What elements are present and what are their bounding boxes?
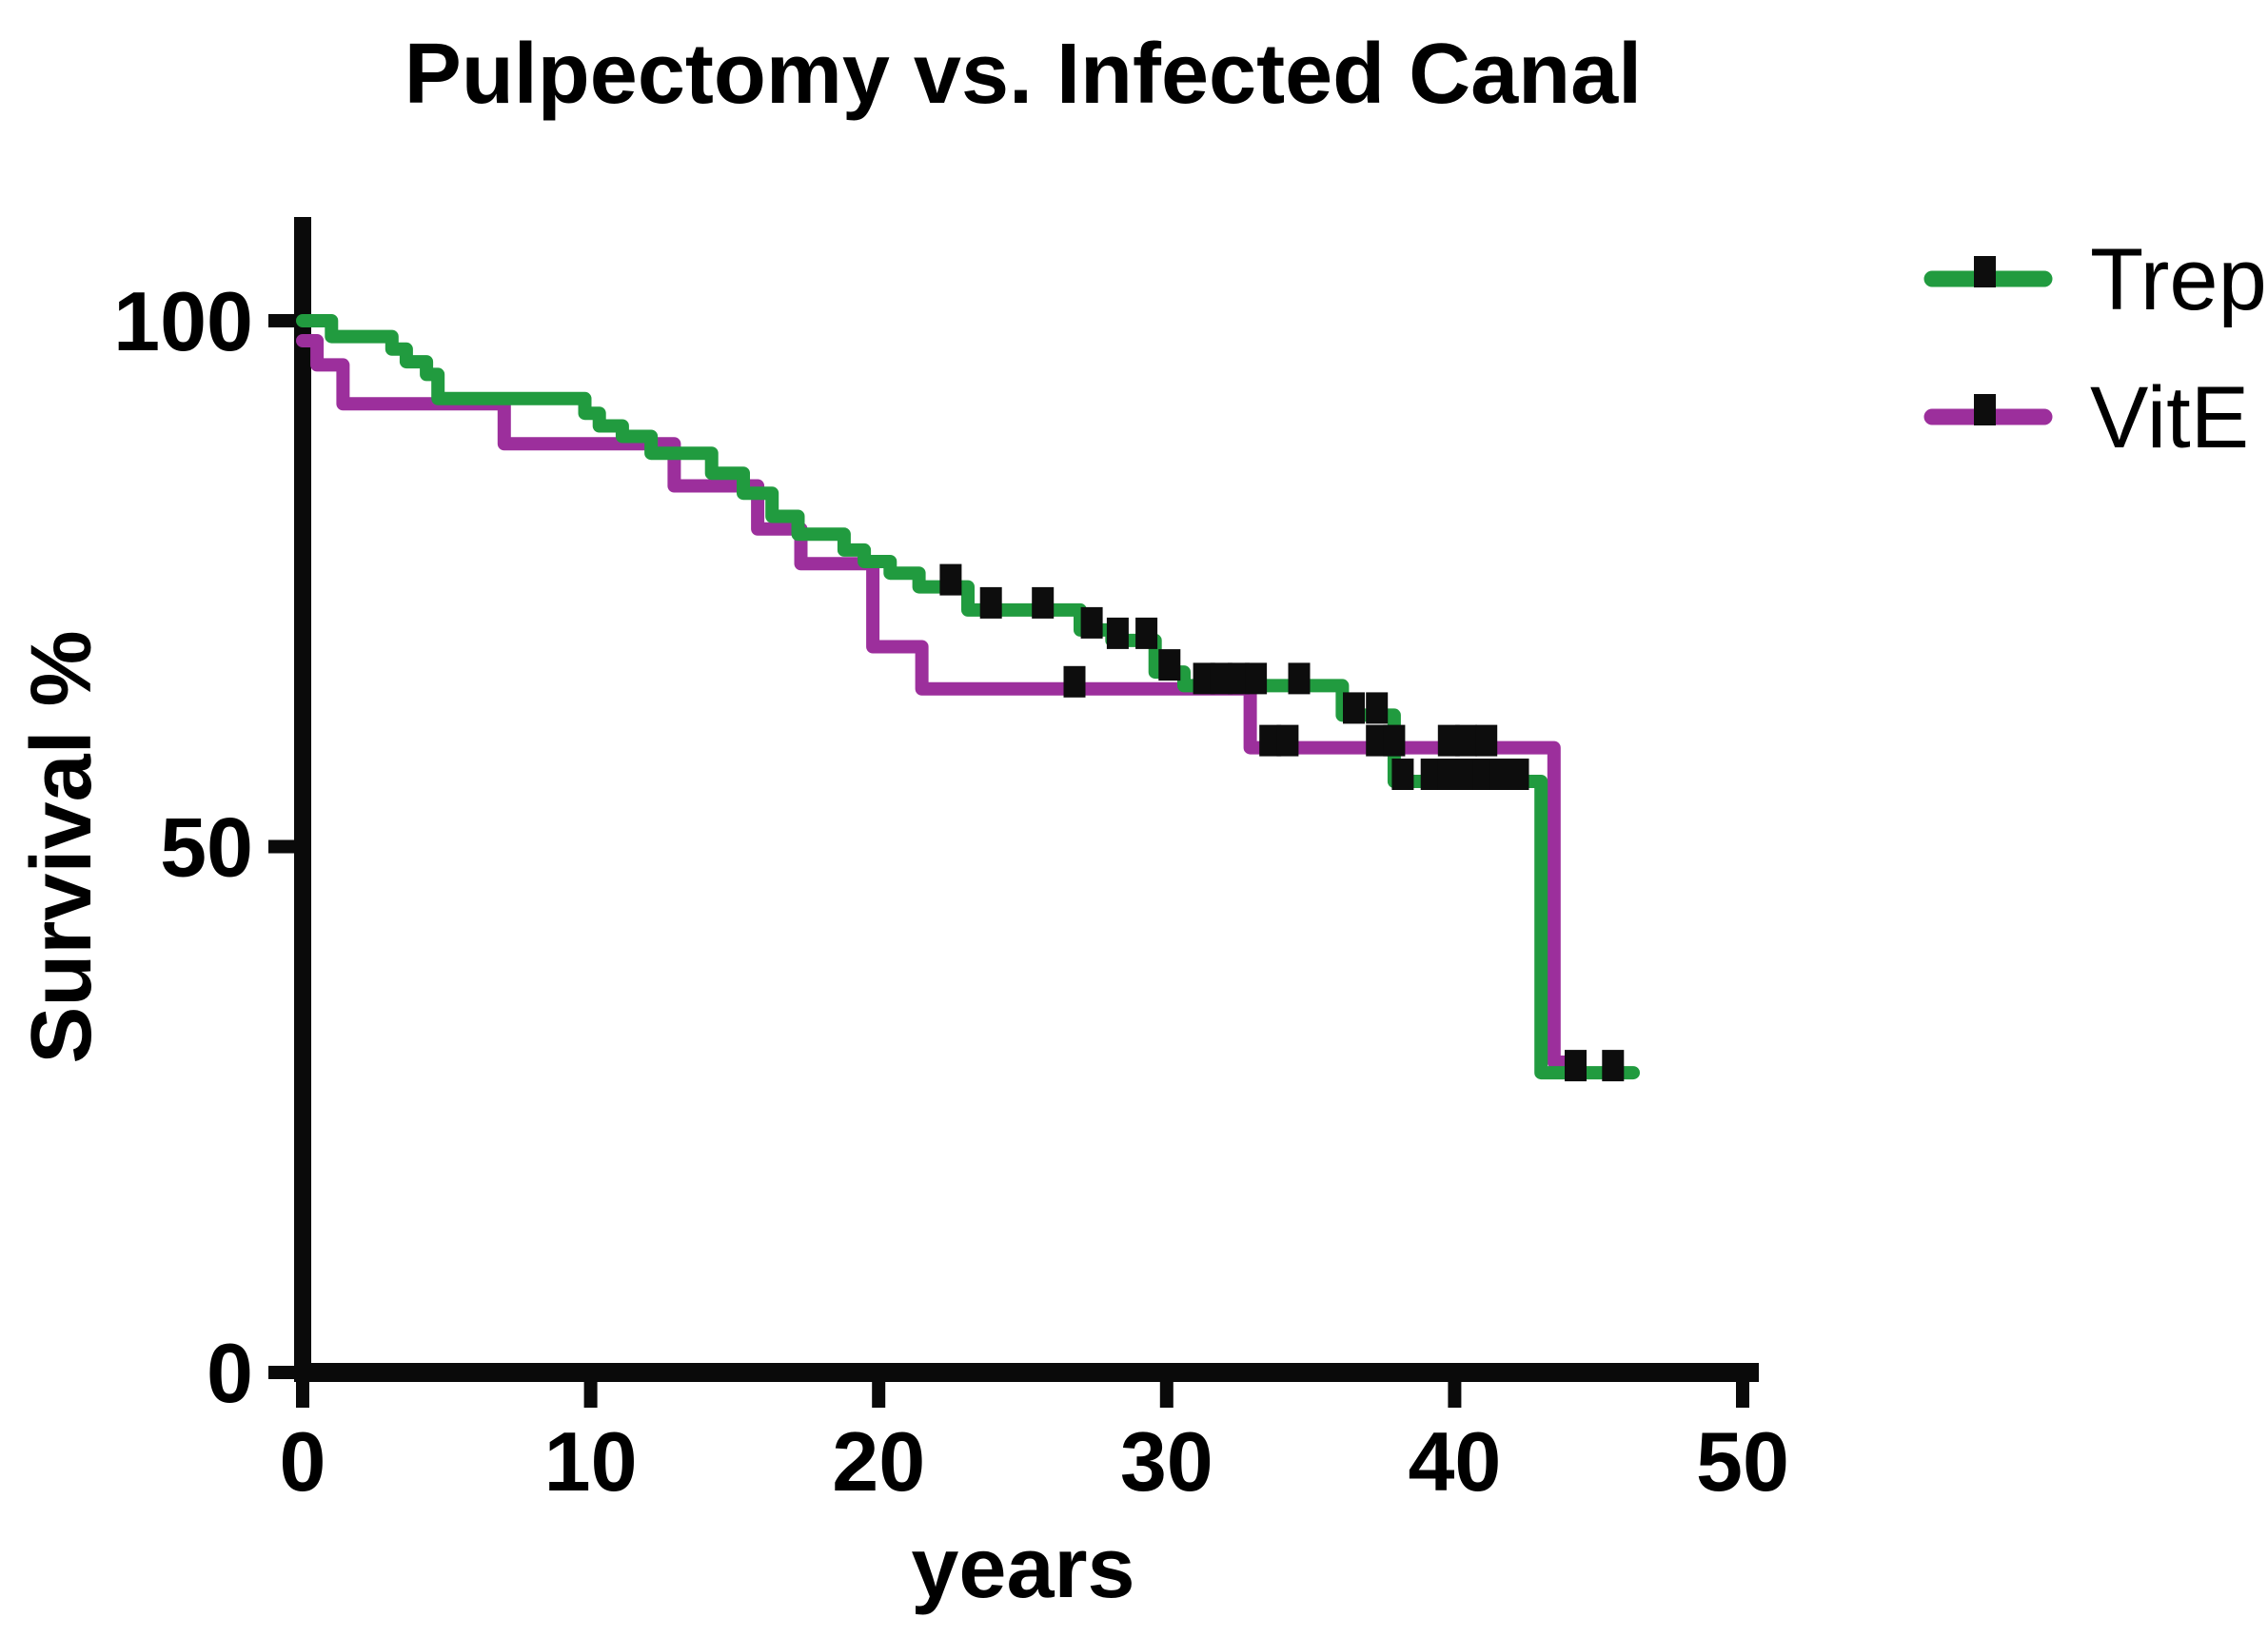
trep-censor-tick bbox=[1420, 759, 1443, 790]
x-tick-label-0: 0 bbox=[280, 1414, 326, 1509]
x-tick-label-20: 20 bbox=[832, 1414, 925, 1509]
trep-censor-tick bbox=[1032, 586, 1055, 619]
trep-censor-tick bbox=[1288, 662, 1311, 695]
trep-censor-tick bbox=[1343, 692, 1365, 724]
series-curves-layer bbox=[296, 314, 1640, 1080]
trep-censor-tick bbox=[1210, 662, 1233, 695]
vite-censor-tick bbox=[1383, 724, 1406, 757]
y-axis-label: Survival % bbox=[14, 630, 109, 1063]
vite-censor-tick bbox=[1276, 724, 1299, 757]
x-axis-label: years bbox=[911, 1521, 1134, 1616]
vite-censor-tick bbox=[1366, 724, 1389, 757]
legend-label-vite: VitE bbox=[2090, 369, 2249, 466]
trep-censor-tick bbox=[1472, 759, 1495, 790]
trep-censor-tick bbox=[1228, 662, 1250, 695]
legend-label-trep: Trep bbox=[2090, 231, 2267, 328]
y-tick-label-50: 50 bbox=[160, 800, 253, 895]
x-tick-label-40: 40 bbox=[1408, 1414, 1501, 1509]
legend: Trep VitE bbox=[1923, 231, 2267, 466]
axis-ticks-layer: 0 10 20 30 40 50 100 50 0 bbox=[113, 274, 1789, 1509]
legend-censor-tick-icon bbox=[1974, 256, 1996, 287]
x-tick-label-10: 10 bbox=[544, 1414, 638, 1509]
legend-item-trep: Trep bbox=[1923, 231, 2267, 328]
vite-survival-curve bbox=[296, 334, 1583, 1069]
censor-marks-layer bbox=[939, 563, 1625, 1082]
trep-censor-tick bbox=[1391, 759, 1414, 790]
trep-censor-tick bbox=[1193, 662, 1215, 695]
trep-censor-tick bbox=[1366, 692, 1389, 724]
y-tick-label-100: 100 bbox=[113, 274, 253, 368]
legend-censor-tick-icon bbox=[1974, 394, 1996, 425]
trep-censor-tick bbox=[1080, 606, 1103, 639]
trep-censor-tick bbox=[1602, 1050, 1625, 1082]
trep-censor-tick bbox=[1437, 759, 1460, 790]
vite-censor-tick bbox=[1475, 724, 1498, 757]
y-tick-label-0: 0 bbox=[207, 1326, 253, 1420]
vite-censor-tick bbox=[1455, 724, 1477, 757]
trep-censor-tick bbox=[1245, 662, 1268, 695]
trep-censor-tick bbox=[1565, 1050, 1587, 1082]
vite-censor-tick bbox=[1063, 665, 1086, 698]
trep-censor-tick bbox=[939, 563, 962, 596]
vite-censor-tick bbox=[1437, 724, 1460, 757]
trep-censor-tick bbox=[979, 586, 1002, 619]
trep-censor-tick bbox=[1455, 759, 1477, 790]
legend-item-vite: VitE bbox=[1923, 369, 2249, 466]
x-tick-label-50: 50 bbox=[1696, 1414, 1789, 1509]
trep-censor-tick bbox=[1507, 759, 1529, 790]
trep-censor-tick bbox=[1135, 617, 1158, 649]
trep-censor-tick bbox=[1158, 649, 1181, 681]
chart-title: Pulpectomy vs. Infected Canal bbox=[404, 27, 1642, 122]
axes: 0 10 20 30 40 50 100 50 0 bbox=[113, 217, 1789, 1509]
vite-censor-tick bbox=[1259, 724, 1282, 757]
trep-censor-tick bbox=[1489, 759, 1512, 790]
trep-censor-tick bbox=[1106, 617, 1129, 649]
x-tick-label-30: 30 bbox=[1120, 1414, 1213, 1509]
